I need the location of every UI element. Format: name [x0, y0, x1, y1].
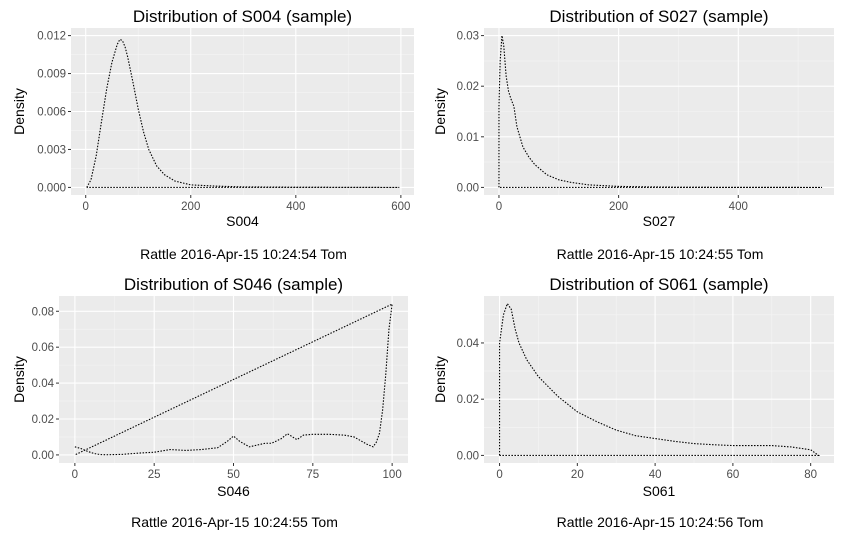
chart-0-x-axis-label: S004 [226, 213, 259, 229]
chart-0-title: Distribution of S004 (sample) [133, 7, 352, 26]
chart-2-x-tick-label: 25 [148, 469, 161, 481]
chart-1-y-tick-label: 0.03 [457, 31, 479, 43]
chart-panel-1: 0 200 400 0.00 0.01 0.02 0.03 Distribution of S… [432, 7, 834, 262]
chart-0-y-axis-label: Density [11, 88, 27, 135]
chart-2-title: Distribution of S046 (sample) [124, 275, 343, 294]
chart-2-y-tick-label: 0.02 [32, 414, 54, 426]
chart-2-x-tick-label: 75 [306, 469, 319, 481]
chart-0-x-tick-label: 0 [83, 201, 89, 213]
chart-1-x-axis-label: S027 [643, 213, 676, 229]
chart-0-y-tick-label: 0.012 [37, 31, 66, 43]
chart-2-caption: Rattle 2016-Apr-15 10:24:55 Tom [131, 514, 338, 530]
chart-2-y-tick-label: 0.04 [32, 378, 55, 390]
chart-panel-0: 0 200 400 600 0.000 0.003 0.006 0.009 0.012 Distr… [11, 7, 414, 262]
chart-2-y-tick-label: 0.06 [32, 342, 54, 354]
chart-2-x-tick-label: 0 [72, 469, 78, 481]
chart-1-y-axis-label: Density [432, 88, 448, 135]
chart-3-y-tick-label: 0.02 [457, 394, 479, 406]
chart-1-x-tick-label: 0 [496, 201, 502, 213]
chart-2-y-tick-label: 0.08 [32, 306, 54, 318]
chart-0-y-tick-label: 0.009 [37, 69, 66, 81]
chart-1-caption: Rattle 2016-Apr-15 10:24:55 Tom [557, 246, 764, 262]
chart-2-x-tick-label: 100 [383, 469, 402, 481]
chart-1-y-tick-label: 0.01 [457, 132, 479, 144]
chart-3-caption: Rattle 2016-Apr-15 10:24:56 Tom [557, 514, 764, 530]
chart-1-x-tick-label: 400 [729, 201, 748, 213]
chart-panel-2: 0 25 50 75 100 0.00 0.02 0.04 0.06 0.08 Distributi… [11, 275, 408, 530]
chart-3-y-tick-label: 0.00 [457, 450, 479, 462]
chart-0-y-tick-label: 0.003 [37, 144, 66, 156]
chart-0-y-tick-label: 0.006 [37, 107, 66, 119]
chart-3-x-tick-label: 40 [649, 469, 662, 481]
chart-panel-3: 0 20 40 60 80 0.00 0.02 0.04 Distribution of S06… [432, 275, 834, 530]
chart-3-y-axis-label: Density [432, 356, 448, 403]
chart-0-caption: Rattle 2016-Apr-15 10:24:54 Tom [140, 246, 347, 262]
chart-1-x-tick-label: 200 [609, 201, 628, 213]
chart-0-x-tick-label: 400 [286, 201, 305, 213]
chart-3-x-tick-label: 60 [726, 469, 739, 481]
chart-2-y-tick-label: 0.00 [32, 450, 54, 462]
chart-3-x-axis-label: S061 [643, 483, 676, 499]
chart-3-title: Distribution of S061 (sample) [549, 275, 768, 294]
chart-3-x-tick-label: 0 [496, 469, 502, 481]
chart-1-y-tick-label: 0.02 [457, 81, 479, 93]
chart-0-x-tick-label: 600 [391, 201, 410, 213]
chart-2-x-axis-label: S046 [217, 483, 250, 499]
chart-2-y-axis-label: Density [11, 356, 27, 403]
chart-3-y-tick-label: 0.04 [457, 338, 480, 350]
chart-3-plot-area [484, 296, 834, 463]
chart-1-y-tick-label: 0.00 [457, 182, 479, 194]
chart-1-title: Distribution of S027 (sample) [549, 7, 768, 26]
chart-0-x-tick-label: 200 [181, 201, 200, 213]
chart-0-y-tick-label: 0.000 [37, 182, 66, 194]
chart-3-x-tick-label: 80 [804, 469, 817, 481]
chart-3-x-tick-label: 20 [571, 469, 584, 481]
chart-2-x-tick-label: 50 [227, 469, 240, 481]
